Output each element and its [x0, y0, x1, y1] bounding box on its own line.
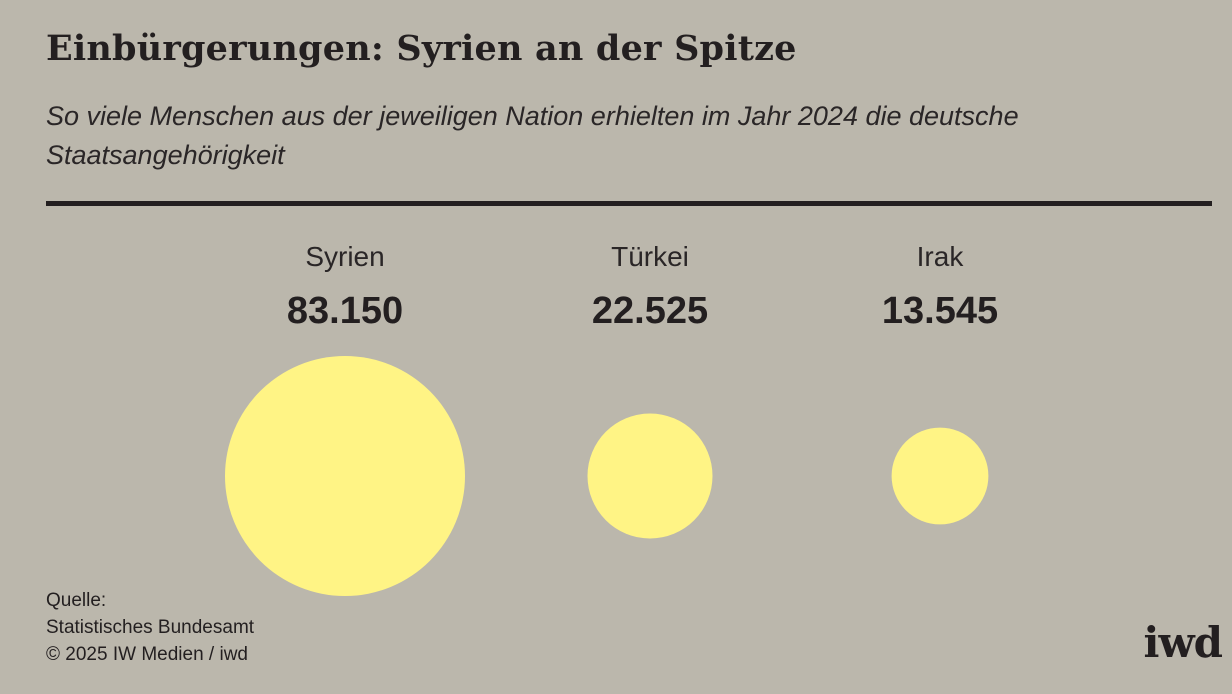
source-copyright: © 2025 IW Medien / iwd	[46, 644, 248, 665]
chart-title: Einbürgerungen: Syrien an der Spitze	[46, 28, 797, 69]
country-label-tuerkei: Türkei	[611, 241, 689, 272]
source-note: Quelle: Statistisches Bundesamt © 2025 I…	[46, 587, 254, 668]
source-name: Statistisches Bundesamt	[46, 617, 255, 638]
source-label: Quelle:	[46, 590, 107, 611]
value-label-syrien: 83.150	[286, 290, 404, 332]
title-divider	[46, 201, 1212, 206]
bubble-syrien	[225, 356, 465, 596]
country-label-syrien: Syrien	[305, 241, 385, 272]
country-label-irak: Irak	[916, 241, 964, 272]
bubble-group	[225, 356, 989, 596]
iwd-logo: iwd	[1143, 618, 1223, 667]
value-label-tuerkei: 22.525	[591, 290, 709, 332]
value-label-irak: 13.545	[881, 290, 999, 332]
bubble-irak	[891, 427, 989, 525]
bubble-tuerkei	[587, 413, 713, 539]
chart-subtitle: So viele Menschen aus der jeweiligen Nat…	[46, 101, 1019, 170]
